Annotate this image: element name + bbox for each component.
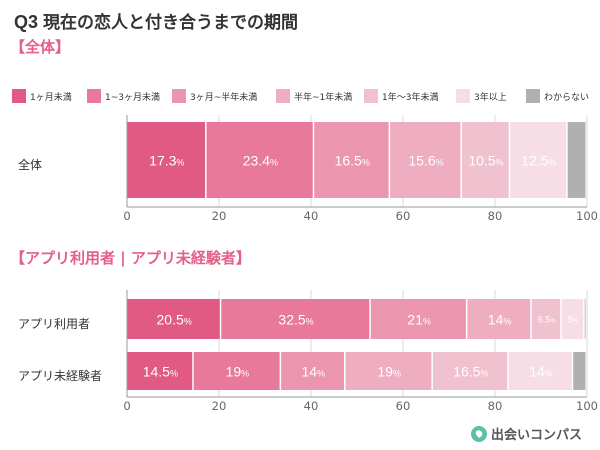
legend-swatch bbox=[12, 89, 26, 103]
data-label: 14% bbox=[488, 311, 512, 327]
legend-item: 1~3ヶ月未満 bbox=[87, 88, 160, 104]
data-label: 19% bbox=[226, 363, 250, 379]
legend-label: 半年~1年未満 bbox=[294, 92, 353, 103]
data-label: 14% bbox=[302, 363, 326, 379]
bar-segment bbox=[461, 122, 509, 198]
legend-swatch bbox=[526, 89, 540, 103]
data-label: 15.6% bbox=[408, 152, 443, 168]
legend-label: 1ヶ月未満 bbox=[30, 92, 72, 103]
x-tick-label: 40 bbox=[304, 209, 319, 223]
row-label: 全体 bbox=[18, 157, 42, 172]
legend-swatch bbox=[456, 89, 470, 103]
legend-item: 1年〜3年未満 bbox=[364, 88, 438, 104]
x-tick-label: 40 bbox=[304, 399, 319, 413]
x-tick-label: 60 bbox=[396, 209, 411, 223]
bar-segment bbox=[127, 352, 193, 390]
bar-segment bbox=[467, 299, 531, 339]
x-tick-label: 80 bbox=[488, 399, 503, 413]
bar-segment bbox=[510, 122, 567, 198]
bar-segment bbox=[561, 299, 584, 339]
data-label: 12.5% bbox=[521, 152, 556, 168]
x-tick-label: 0 bbox=[123, 399, 130, 413]
legend-item: 1ヶ月未満 bbox=[12, 88, 72, 104]
data-label: 23.4% bbox=[243, 152, 278, 168]
data-label: 14.5% bbox=[143, 363, 178, 379]
data-label: 17.3% bbox=[149, 152, 184, 168]
x-tick-label: 20 bbox=[212, 399, 227, 413]
brand-logo: 出会いコンパス bbox=[470, 424, 582, 443]
data-label: 20.5% bbox=[157, 311, 192, 327]
bar-segment bbox=[432, 352, 508, 390]
compass-logo-icon bbox=[470, 425, 487, 442]
legend-label: 1~3ヶ月未満 bbox=[105, 92, 160, 103]
legend-label: 3ヶ月~半年未満 bbox=[190, 92, 258, 103]
data-label: 19% bbox=[377, 363, 401, 379]
legend-item: 3年以上 bbox=[456, 88, 507, 104]
legend-label: 3年以上 bbox=[474, 92, 507, 103]
bar-segment bbox=[127, 122, 206, 198]
bar-segment bbox=[370, 299, 466, 339]
chart-title: Q3 現在の恋人と付き合うまでの期間 bbox=[14, 8, 298, 33]
x-tick-label: 80 bbox=[488, 209, 503, 223]
x-tick-label: 0 bbox=[123, 209, 130, 223]
bar-segment bbox=[390, 122, 461, 198]
legend-swatch bbox=[364, 89, 378, 103]
row-label: アプリ利用者 bbox=[18, 317, 90, 331]
bar-segment bbox=[221, 299, 370, 339]
bar-segment bbox=[508, 352, 572, 390]
legend-item: わからない bbox=[526, 88, 589, 104]
data-label: 16.5% bbox=[453, 363, 488, 379]
data-label: 10.5% bbox=[468, 152, 503, 168]
x-tick-label: 100 bbox=[576, 399, 598, 413]
data-label: 5% bbox=[568, 314, 579, 324]
legend-swatch bbox=[172, 89, 186, 103]
legend-label: わからない bbox=[544, 92, 590, 103]
bar-segment bbox=[584, 299, 586, 339]
brand-name: 出会いコンパス bbox=[490, 428, 582, 443]
data-label: 6.5% bbox=[538, 314, 557, 324]
question-text: 現在の恋人と付き合うまでの期間 bbox=[43, 13, 299, 33]
question-number: Q3 bbox=[14, 12, 39, 32]
section-title-overall: 【全体】 bbox=[10, 38, 71, 56]
bar-segment bbox=[531, 299, 561, 339]
bar-segment bbox=[127, 299, 220, 339]
x-tick-label: 20 bbox=[212, 209, 227, 223]
legend-item: 半年~1年未満 bbox=[276, 88, 352, 104]
x-tick-label: 100 bbox=[576, 209, 598, 223]
x-tick-label: 60 bbox=[396, 399, 411, 413]
data-label: 21% bbox=[407, 311, 431, 327]
bar-segment bbox=[206, 122, 313, 198]
data-label: 14% bbox=[529, 363, 553, 379]
bar-segment bbox=[567, 122, 586, 198]
bar-segment bbox=[345, 352, 432, 390]
bar-segment bbox=[281, 352, 344, 390]
section-title-by-app: 【アプリ利用者 | アプリ未経験者】 bbox=[10, 249, 251, 267]
data-label: 32.5% bbox=[278, 311, 313, 327]
data-label: 16.5% bbox=[335, 152, 370, 168]
bar-segment bbox=[314, 122, 389, 198]
bar-segment bbox=[573, 352, 586, 390]
legend-label: 1年〜3年未満 bbox=[382, 92, 439, 103]
legend-swatch bbox=[87, 89, 101, 103]
bar-segment bbox=[193, 352, 280, 390]
legend-swatch bbox=[276, 89, 290, 103]
row-label: アプリ未経験者 bbox=[18, 368, 102, 383]
legend-item: 3ヶ月~半年未満 bbox=[172, 88, 257, 104]
